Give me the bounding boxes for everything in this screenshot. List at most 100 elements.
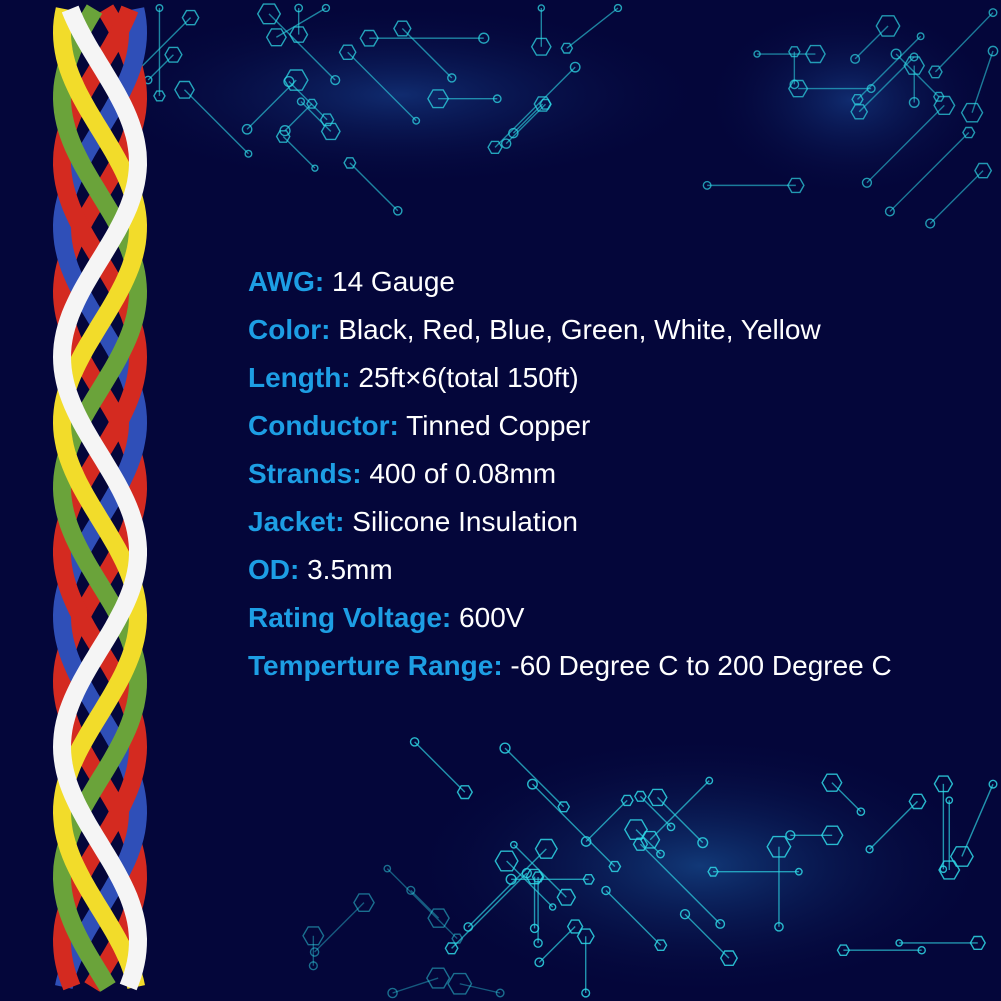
circuit-line [656, 796, 704, 844]
wire [52, 5, 148, 991]
circuit-hexagon [487, 140, 503, 155]
spec-strands: Strands: 400 of 0.08mm [248, 454, 892, 502]
circuit-node [537, 4, 546, 12]
circuit-line [639, 795, 672, 828]
circuit-hexagon [647, 788, 668, 807]
spec-label: AWG: [248, 266, 325, 297]
circuit-node [500, 138, 512, 149]
circuit-node [861, 177, 873, 188]
circuit-node [705, 776, 714, 785]
circuit-node [283, 75, 295, 88]
circuit-node [794, 867, 803, 876]
circuit-hexagon [974, 162, 993, 179]
circuit-node [774, 921, 784, 932]
circuit-line [414, 741, 466, 793]
circuit-line [856, 35, 922, 100]
spec-temperature-range: Temperture Range: -60 Degree C to 200 De… [248, 646, 892, 694]
circuit-hexagon [534, 838, 558, 859]
spec-label: Length: [248, 362, 351, 393]
circuit-node [509, 840, 518, 849]
circuit-hexagon [302, 926, 325, 946]
circuit-line [869, 800, 918, 850]
circuit-line [605, 889, 662, 946]
circuit-hexagon [875, 15, 901, 37]
circuit-node [601, 885, 611, 896]
circuit-hexagon [393, 20, 412, 37]
spec-value: 3.5mm [307, 554, 393, 585]
twisted-wires-image [52, 4, 148, 992]
circuit-hexagon [933, 775, 954, 793]
spec-value: Silicone Insulation [352, 506, 578, 537]
circuit-node [548, 903, 557, 911]
circuit-node [478, 32, 490, 44]
spec-color: Color: Black, Red, Blue, Green, White, Y… [248, 310, 892, 358]
circuit-line [854, 25, 889, 60]
circuit-hexagon [533, 96, 552, 112]
circuit-node [387, 987, 398, 999]
circuit-line [889, 132, 970, 212]
circuit-hexagon [425, 967, 451, 989]
circuit-line [401, 27, 453, 79]
circuit-node [308, 961, 318, 971]
circuit-node [330, 75, 341, 86]
spec-value: Black, Red, Blue, Green, White, Yellow [338, 314, 821, 345]
spec-rating-voltage: Rating Voltage: 600V [248, 598, 892, 646]
circuit-line [961, 783, 994, 857]
circuit-hexagon [836, 944, 851, 956]
circuit-node [679, 909, 691, 920]
wire [52, 4, 148, 992]
circuit-node [309, 947, 320, 957]
circuit-node [753, 50, 761, 58]
circuit-line [635, 829, 661, 855]
circuit-hexagon [560, 42, 574, 54]
circuit-node [715, 919, 726, 929]
circuit-line [512, 103, 544, 134]
circuit-node [383, 864, 392, 873]
circuit-hexagon [962, 126, 976, 139]
circuit-hexagon [181, 9, 200, 26]
circuit-pattern [121, 3, 999, 999]
glow-top [80, 0, 720, 190]
circuit-line [649, 780, 710, 841]
spec-value: 14 Gauge [332, 266, 455, 297]
circuit-hexagon [766, 835, 792, 858]
circuit-hexagon [960, 102, 984, 123]
circuit-node [412, 116, 421, 125]
circuit-hexagon [447, 972, 473, 995]
wire [52, 4, 148, 992]
circuit-node [529, 923, 540, 934]
spec-value: 25ft×6(total 150ft) [358, 362, 579, 393]
circuit-line [566, 7, 619, 49]
circuit-node [785, 830, 796, 841]
circuit-hexagon [608, 860, 622, 873]
circuit-hexagon [530, 37, 552, 56]
circuit-hexagon [319, 113, 335, 127]
circuit-hexagon [456, 785, 474, 800]
wire [52, 7, 148, 989]
circuit-hexagon [821, 773, 843, 792]
circuit-hexagon [427, 908, 450, 928]
circuit-node [884, 206, 895, 217]
circuit-node [392, 206, 403, 216]
circuit-line [386, 868, 458, 940]
circuit-hexagon [359, 29, 380, 47]
circuit-node [613, 3, 623, 13]
circuit-hexagon [306, 98, 318, 109]
circuit-hexagon [938, 860, 961, 880]
circuit-line [858, 56, 915, 113]
circuit-node [495, 988, 505, 998]
circuit-node [908, 97, 920, 108]
spec-label: Color: [248, 314, 331, 345]
spec-value: 600V [459, 602, 525, 633]
circuit-hexagon [908, 793, 927, 810]
circuit-line [268, 13, 336, 81]
circuit-hexagon [174, 80, 195, 99]
spec-label: Jacket: [248, 506, 345, 537]
spec-od: OD: 3.5mm [248, 550, 892, 598]
circuit-line [504, 747, 565, 808]
circuit-hexagon [256, 3, 282, 25]
circuit-line [971, 50, 994, 113]
circuit-hexagon [494, 850, 519, 872]
circuit-hexagon [949, 846, 974, 867]
circuit-hexagon [654, 939, 668, 951]
